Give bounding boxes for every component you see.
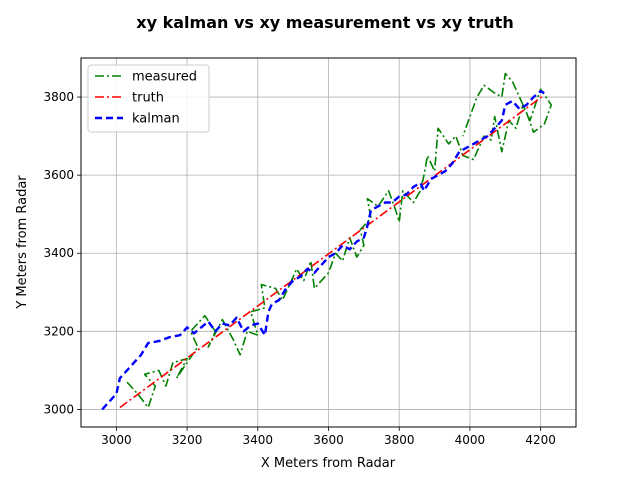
x-tick-label: 4000 xyxy=(455,433,486,447)
x-tick-label: 3200 xyxy=(172,433,203,447)
series-line-truth xyxy=(119,94,545,409)
y-tick-label: 3400 xyxy=(43,246,74,260)
x-axis-label: X Meters from Radar xyxy=(261,456,396,471)
legend-box xyxy=(87,64,210,133)
legend-label-measured: measured xyxy=(132,70,197,85)
x-tick-label: 3000 xyxy=(101,433,132,447)
legend-label-kalman: kalman xyxy=(132,112,180,127)
y-tick-label: 3200 xyxy=(43,324,74,338)
y-tick-label: 3600 xyxy=(43,168,74,182)
y-axis-ticks: 3000 3200 3400 3600 3800 xyxy=(43,90,81,416)
x-tick-label: 3800 xyxy=(384,433,415,447)
chart-title: xy kalman vs xy measurement vs xy truth xyxy=(136,13,513,32)
series-line-kalman xyxy=(101,89,545,411)
legend-label-truth: truth xyxy=(132,91,164,106)
y-tick-label: 3000 xyxy=(43,402,74,416)
x-tick-label: 4200 xyxy=(525,433,556,447)
legend: measured truth kalman xyxy=(87,64,210,133)
legend-items: measured truth kalman xyxy=(95,70,197,127)
y-tick-label: 3800 xyxy=(43,90,74,104)
x-axis-ticks: 3000 3200 3400 3600 3800 4000 4200 xyxy=(101,427,556,447)
x-tick-label: 3400 xyxy=(243,433,274,447)
series-layer xyxy=(101,72,553,411)
x-tick-label: 3600 xyxy=(313,433,344,447)
y-axis-label: Y Meters from Radar xyxy=(15,175,30,310)
